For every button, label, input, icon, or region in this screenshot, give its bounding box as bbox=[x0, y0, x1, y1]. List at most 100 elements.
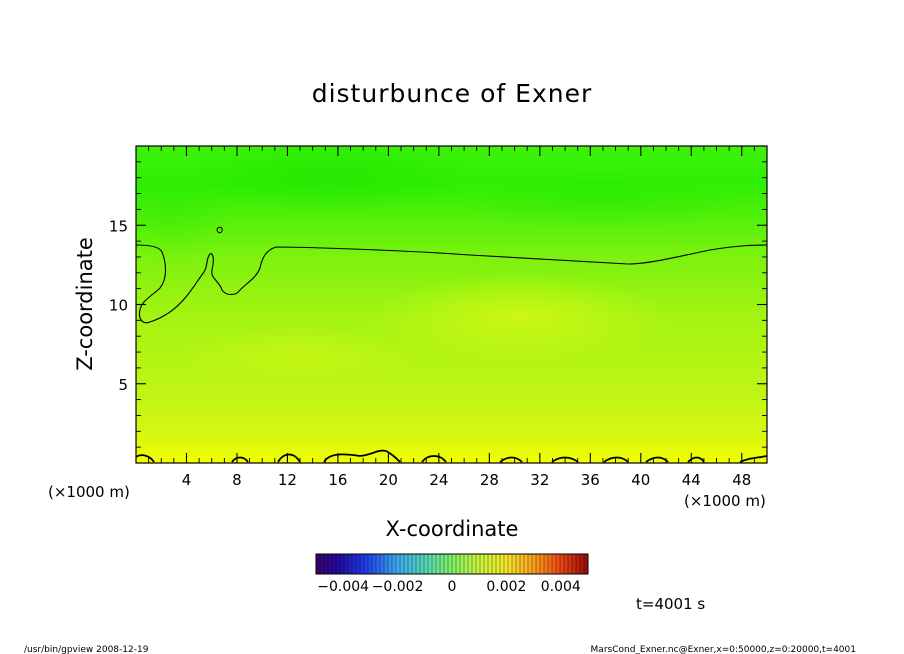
x-tick-label: 36 bbox=[581, 471, 600, 489]
chart-title: disturbunce of Exner bbox=[312, 79, 593, 108]
colorbar-swatch bbox=[496, 554, 501, 574]
x-axis-ticks: 4 8 12 16 20 24 28 32 36 40 44 48 bbox=[182, 146, 751, 489]
footer-left: /usr/bin/gpview 2008-12-19 bbox=[24, 645, 149, 654]
colorbar-tick-label: 0.002 bbox=[486, 579, 526, 595]
colorbar-tick-labels: −0.004 −0.002 0 0.002 0.004 bbox=[317, 579, 581, 595]
contour-line-surface bbox=[136, 449, 767, 463]
colorbar-swatch bbox=[404, 554, 409, 574]
colorbar-swatch bbox=[328, 554, 333, 574]
colorbar-swatch bbox=[392, 554, 397, 574]
colorbar-swatch bbox=[552, 554, 557, 574]
y-axis-label: Z-coordinate bbox=[73, 237, 97, 371]
colorbar-swatch bbox=[376, 554, 381, 574]
colorbar-swatch bbox=[332, 554, 337, 574]
x-tick-label: 8 bbox=[232, 471, 242, 489]
colorbar-swatch bbox=[436, 554, 441, 574]
colorbar-swatch bbox=[380, 554, 385, 574]
colorbar-frame bbox=[315, 553, 589, 575]
colorbar-swatch bbox=[448, 554, 453, 574]
x-tick-label: 20 bbox=[379, 471, 398, 489]
colorbar-swatch bbox=[388, 554, 393, 574]
colorbar-swatch bbox=[528, 554, 533, 574]
colorbar-swatch bbox=[424, 554, 429, 574]
x-tick-label: 4 bbox=[182, 471, 192, 489]
colorbar-swatch bbox=[360, 554, 365, 574]
x-tick-label: 16 bbox=[328, 471, 347, 489]
colorbar-swatch bbox=[524, 554, 529, 574]
colorbar-swatch bbox=[504, 554, 509, 574]
colorbar-swatch bbox=[320, 554, 325, 574]
colorbar-swatch bbox=[336, 554, 341, 574]
x-axis-unit: (×1000 m) bbox=[684, 492, 766, 510]
colorbar-swatch bbox=[520, 554, 525, 574]
y-tick-label: 5 bbox=[118, 376, 128, 394]
colorbar-swatch bbox=[532, 554, 537, 574]
colorbar-swatch bbox=[564, 554, 569, 574]
colorbar-swatch bbox=[544, 554, 549, 574]
colorbar-swatch bbox=[488, 554, 493, 574]
contour-line-upper bbox=[136, 244, 767, 324]
minor-ticks bbox=[136, 146, 767, 463]
colorbar-swatch bbox=[396, 554, 401, 574]
colorbar-swatch bbox=[364, 554, 369, 574]
colorbar-swatch bbox=[440, 554, 445, 574]
y-axis-unit: (×1000 m) bbox=[48, 483, 130, 501]
y-tick-label: 10 bbox=[109, 297, 128, 315]
colorbar-swatch bbox=[492, 554, 497, 574]
colorbar-tick-label: 0.004 bbox=[541, 579, 581, 595]
colorbar-swatch bbox=[484, 554, 489, 574]
colorbar-swatch bbox=[464, 554, 469, 574]
contour-line-islet bbox=[216, 226, 223, 234]
colorbar-swatch bbox=[324, 554, 329, 574]
colorbar-tick-label: −0.002 bbox=[372, 579, 424, 595]
colorbar-swatch bbox=[516, 554, 521, 574]
colorbar-swatch bbox=[548, 554, 553, 574]
y-axis-ticks: 5 10 15 bbox=[109, 217, 767, 394]
colorbar-swatch bbox=[536, 554, 541, 574]
colorbar-swatch bbox=[372, 554, 377, 574]
x-tick-label: 48 bbox=[732, 471, 751, 489]
y-tick-label: 15 bbox=[109, 217, 128, 235]
x-tick-label: 40 bbox=[631, 471, 650, 489]
colorbar-swatch bbox=[444, 554, 449, 574]
colorbar-swatch bbox=[340, 554, 345, 574]
x-axis-label: X-coordinate bbox=[386, 517, 519, 541]
colorbar bbox=[315, 553, 589, 575]
colorbar-swatch bbox=[352, 554, 357, 574]
time-label: t=4001 s bbox=[636, 595, 705, 613]
footer-right: MarsCond_Exner.nc@Exner,x=0:50000,z=0:20… bbox=[591, 645, 856, 654]
x-tick-label: 24 bbox=[429, 471, 448, 489]
heatmap-field bbox=[136, 146, 767, 463]
x-tick-label: 32 bbox=[530, 471, 549, 489]
colorbar-swatch bbox=[584, 554, 589, 574]
colorbar-tick-label: 0 bbox=[448, 579, 457, 595]
colorbar-swatch bbox=[452, 554, 457, 574]
colorbar-swatch bbox=[500, 554, 505, 574]
colorbar-swatch bbox=[348, 554, 353, 574]
colorbar-swatch bbox=[412, 554, 417, 574]
colorbar-swatch bbox=[476, 554, 481, 574]
colorbar-swatch bbox=[344, 554, 349, 574]
colorbar-swatch bbox=[400, 554, 405, 574]
colorbar-swatch bbox=[572, 554, 577, 574]
colorbar-swatch bbox=[472, 554, 477, 574]
x-tick-label: 44 bbox=[682, 471, 701, 489]
colorbar-swatch bbox=[384, 554, 389, 574]
colorbar-tick-label: −0.004 bbox=[317, 579, 369, 595]
colorbar-swatch bbox=[580, 554, 585, 574]
colorbar-swatch bbox=[368, 554, 373, 574]
x-tick-label: 28 bbox=[480, 471, 499, 489]
colorbar-swatch bbox=[456, 554, 461, 574]
colorbar-swatch bbox=[468, 554, 473, 574]
colorbar-swatch bbox=[540, 554, 545, 574]
colorbar-swatch bbox=[356, 554, 361, 574]
colorbar-swatch bbox=[568, 554, 573, 574]
colorbar-swatch bbox=[416, 554, 421, 574]
colorbar-swatch bbox=[480, 554, 485, 574]
x-tick-label: 12 bbox=[278, 471, 297, 489]
colorbar-swatch bbox=[460, 554, 465, 574]
colorbar-swatch bbox=[560, 554, 565, 574]
colorbar-swatch bbox=[556, 554, 561, 574]
colorbar-swatch bbox=[576, 554, 581, 574]
